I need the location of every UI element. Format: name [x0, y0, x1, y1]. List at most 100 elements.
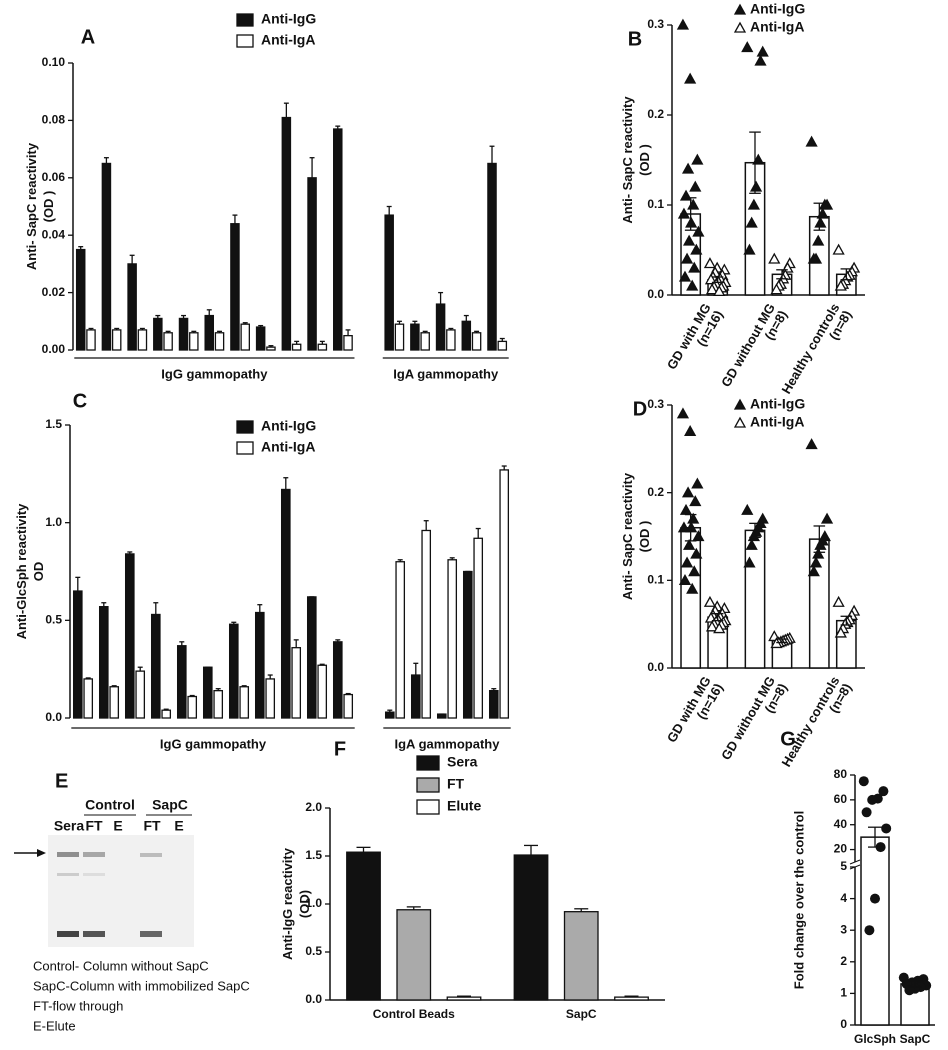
bar: [101, 162, 112, 351]
bar: [153, 317, 163, 351]
bar: [343, 334, 353, 351]
legend-label: Anti-IgG: [750, 1, 805, 17]
panel-label: G: [780, 728, 796, 750]
bar: [202, 666, 213, 719]
y-tick-label: 0.02: [42, 285, 66, 299]
y-tick-label: 0.0: [647, 660, 664, 674]
bar: [228, 623, 239, 719]
panel-label: D: [633, 398, 647, 420]
point: [867, 794, 878, 805]
bar: [614, 996, 649, 1001]
legend-label: Anti-IgA: [261, 32, 315, 48]
y-axis-label: Anti- SapC reactivity: [620, 96, 635, 224]
gel-band: [57, 931, 79, 937]
y-tick-label: 60: [834, 792, 848, 806]
legend-label: Anti-IgA: [750, 19, 804, 35]
bar: [291, 343, 302, 351]
point: [832, 243, 845, 255]
y-tick-label: 40: [834, 817, 848, 831]
x-tick-label: SapC: [566, 1007, 597, 1021]
bar: [396, 909, 432, 1001]
bar: [384, 711, 395, 719]
y-tick-label: 2: [840, 954, 847, 968]
bar: [109, 686, 120, 719]
y-axis-label: Anti-IgG reactivity: [280, 847, 295, 960]
bar: [306, 596, 317, 719]
gel-lane: FT: [143, 818, 161, 834]
bar: [435, 303, 446, 351]
bar: [410, 323, 420, 351]
bar: [240, 323, 250, 351]
point: [756, 45, 769, 57]
bar: [230, 223, 240, 351]
bar: [98, 606, 109, 719]
gel-caption: FT-flow through: [33, 998, 123, 1013]
axis-break: [849, 859, 861, 865]
bar: [280, 488, 291, 719]
bar: [384, 214, 394, 351]
y-tick-label: 0.10: [42, 55, 66, 69]
point: [690, 547, 703, 559]
y-tick-label: 0.2: [647, 485, 664, 499]
point: [745, 538, 758, 550]
gel-group: SapC: [152, 797, 188, 813]
bar: [421, 529, 432, 719]
point: [688, 565, 701, 577]
bar: [281, 116, 292, 351]
legend-swatch: [236, 34, 254, 48]
bar: [487, 162, 497, 351]
point: [680, 556, 694, 568]
bar: [513, 854, 549, 1001]
gel-lane: FT: [85, 818, 103, 834]
point: [878, 786, 889, 797]
bar: [187, 695, 198, 719]
point: [870, 893, 880, 904]
group-label: IgG gammopathy: [161, 366, 268, 381]
bar: [446, 329, 456, 351]
gel-lane: E: [174, 818, 183, 834]
bar: [127, 263, 137, 351]
bar: [744, 529, 766, 669]
bar: [446, 996, 482, 1001]
gel-caption: SapC-Column with immobilized SapC: [33, 978, 250, 993]
point: [809, 556, 823, 568]
y-tick-label: 20: [834, 842, 848, 856]
legend-swatch: [416, 755, 440, 771]
gel-band: [83, 873, 105, 876]
y-tick-label: 1.5: [45, 417, 62, 431]
bar: [291, 647, 302, 719]
point: [678, 573, 692, 585]
y-tick-label: 80: [834, 767, 848, 781]
bar: [461, 320, 472, 351]
y-tick-label: 3: [840, 922, 847, 936]
y-tick-label: 1.5: [305, 848, 322, 862]
bar: [86, 329, 96, 351]
point: [812, 547, 825, 559]
point: [713, 285, 726, 297]
point: [812, 234, 825, 246]
y-axis-label: (OD ): [41, 191, 56, 223]
point: [681, 486, 695, 498]
bar: [72, 590, 83, 719]
bar: [497, 340, 508, 351]
group-label: IgG gammopathy: [160, 736, 267, 751]
y-tick-label: 0.08: [42, 113, 66, 127]
bar: [317, 664, 328, 719]
bar: [189, 332, 199, 351]
bar: [176, 645, 187, 719]
panel-label: C: [73, 390, 87, 412]
bar: [563, 911, 599, 1001]
y-axis-label: OD: [31, 562, 46, 582]
bar: [343, 693, 354, 719]
bar: [462, 570, 473, 719]
panel-label: B: [628, 28, 642, 50]
x-tick-label: SapC: [900, 1032, 931, 1046]
point: [680, 252, 694, 264]
y-tick-label: 0.06: [42, 170, 66, 184]
gel-lane: E: [113, 818, 122, 834]
group-label: IgA gammopathy: [393, 366, 499, 381]
point: [703, 595, 717, 607]
legend-marker: [733, 21, 747, 33]
y-tick-label: 5: [840, 859, 847, 873]
y-tick-label: 0.3: [647, 17, 664, 31]
